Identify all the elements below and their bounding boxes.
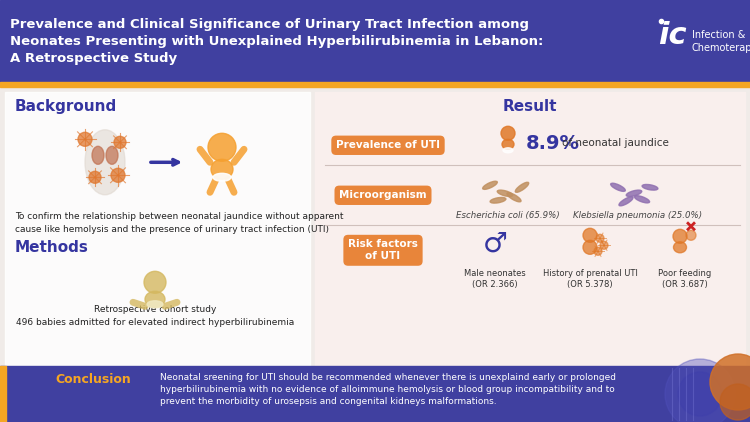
Ellipse shape [483, 181, 497, 189]
Ellipse shape [490, 197, 506, 203]
Text: ♂: ♂ [482, 229, 508, 257]
Ellipse shape [497, 190, 513, 197]
Circle shape [144, 271, 166, 293]
Text: Retrospective cohort study
496 babies admitted for elevated indirect hyperbiliru: Retrospective cohort study 496 babies ad… [16, 305, 294, 327]
Text: Infection &
Chemoteraphy: Infection & Chemoteraphy [692, 30, 750, 53]
Circle shape [594, 247, 602, 255]
Ellipse shape [85, 130, 125, 195]
Ellipse shape [626, 190, 642, 197]
Ellipse shape [619, 197, 633, 206]
Text: of neonatal jaundice: of neonatal jaundice [562, 138, 669, 148]
Text: Escherichia coli (65.9%): Escherichia coli (65.9%) [456, 211, 560, 220]
Bar [315, 92, 745, 365]
Text: Prevalence of UTI: Prevalence of UTI [336, 140, 440, 150]
Text: History of prenatal UTI
(OR 5.378): History of prenatal UTI (OR 5.378) [542, 269, 638, 289]
Circle shape [600, 241, 608, 249]
Bar [0, 366, 6, 422]
Ellipse shape [503, 148, 513, 153]
Circle shape [686, 230, 696, 240]
Bar [5, 92, 310, 365]
Text: Klebsiella pneumonia (25.0%): Klebsiella pneumonia (25.0%) [574, 211, 703, 220]
Bar [0, 82, 750, 87]
Ellipse shape [674, 242, 686, 253]
Circle shape [720, 384, 750, 420]
Ellipse shape [106, 146, 118, 164]
Circle shape [673, 229, 687, 243]
Text: Methods: Methods [15, 240, 88, 255]
Text: Neonatal sreening for UTI should be recommended whenever there is unexplaind ear: Neonatal sreening for UTI should be reco… [160, 373, 616, 406]
Text: 8.9%: 8.9% [526, 134, 580, 153]
Ellipse shape [642, 184, 658, 190]
Text: Result: Result [503, 99, 557, 114]
Circle shape [583, 228, 597, 242]
Ellipse shape [634, 196, 650, 203]
Ellipse shape [610, 183, 626, 191]
Text: ic: ic [658, 21, 687, 50]
Text: Poor feeding
(OR 3.687): Poor feeding (OR 3.687) [658, 269, 712, 289]
Text: Background: Background [15, 99, 117, 114]
Circle shape [678, 372, 722, 416]
Ellipse shape [502, 139, 514, 149]
Ellipse shape [145, 291, 165, 307]
Text: Conclusion: Conclusion [55, 373, 130, 386]
Circle shape [665, 359, 735, 422]
Circle shape [596, 234, 604, 242]
Circle shape [114, 136, 126, 148]
Text: Risk factors
of UTI: Risk factors of UTI [348, 240, 418, 261]
Text: Prevalence and Clinical Significance of Urinary Tract Infection among
Neonates P: Prevalence and Clinical Significance of … [10, 18, 543, 65]
Ellipse shape [507, 193, 521, 202]
Bar [0, 366, 750, 422]
Text: Microorganism: Microorganism [339, 190, 427, 200]
Circle shape [208, 133, 236, 161]
Text: Male neonates
(OR 2.366): Male neonates (OR 2.366) [464, 269, 526, 289]
Circle shape [89, 171, 101, 183]
Ellipse shape [211, 159, 233, 179]
Circle shape [710, 354, 750, 410]
Text: To confirm the relationship between neonatal jaundice without apparent
cause lik: To confirm the relationship between neon… [15, 212, 344, 234]
Circle shape [501, 126, 515, 140]
Bar [0, 0, 750, 82]
Ellipse shape [147, 301, 163, 308]
Circle shape [111, 168, 125, 182]
Ellipse shape [515, 182, 529, 192]
Ellipse shape [213, 173, 231, 181]
Ellipse shape [583, 240, 597, 254]
Ellipse shape [92, 146, 104, 164]
Circle shape [78, 132, 92, 146]
